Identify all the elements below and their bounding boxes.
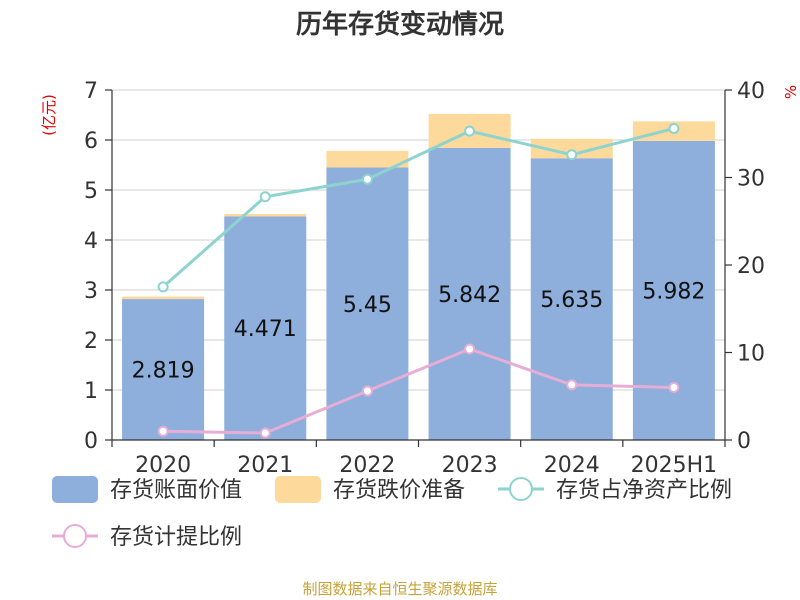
bar [530,138,613,159]
line-point [668,123,680,134]
right-tick-label: 30 [737,167,765,192]
x-tick-label: 2022 [339,453,395,478]
left-tick-label: 1 [84,379,98,404]
line-point [464,343,476,355]
bar [122,299,205,440]
bar-labels: 2.819 4.471 5.45 5.842 5.635 5.982 [132,279,706,383]
bar [224,216,307,440]
right-tick-label: 0 [737,429,751,454]
bar-value-label: 4.471 [234,317,297,342]
source-note: 制图数据来自恒生聚源数据库 [302,580,497,598]
right-tick-label: 10 [737,342,765,367]
left-axis-unit: (亿元) [40,94,58,136]
left-tick-label: 0 [84,429,98,454]
legend-label: 存货跌价准备 [333,478,465,503]
bar-value-label: 5.635 [540,288,603,313]
legend-label: 存货计提比例 [110,525,242,550]
line-point [259,427,271,439]
legend-swatch [52,476,98,503]
legend-label: 存货占净资产比例 [556,478,732,503]
chart-title: 历年存货变动情况 [296,9,504,40]
left-tick-label: 5 [84,179,98,204]
legend-label: 存货账面价值 [110,478,242,503]
bar-value-label: 5.982 [642,279,705,304]
legend-marker [63,524,87,548]
right-axis-unit: % [782,85,800,99]
left-tick-label: 3 [84,279,98,304]
line-point [361,173,373,185]
series-line [162,127,675,288]
bar-value-label: 5.45 [343,293,392,318]
right-tick-label: 40 [737,79,765,104]
line-point [361,385,373,397]
bars [122,113,715,440]
line-point [259,191,271,203]
bar-value-label: 2.819 [132,359,195,384]
left-tick-label: 7 [84,79,98,104]
legend-marker [509,477,533,501]
line-point [157,281,169,293]
line-point [157,425,169,437]
line-point [668,382,680,393]
series-line [163,347,674,435]
line-point [566,149,578,161]
legend-swatch [275,476,321,503]
lines [157,123,680,439]
bar [224,213,307,217]
x-tick-label: 2021 [237,453,293,478]
left-tick-label: 6 [84,129,98,154]
bar [428,147,511,440]
x-tick-label: 2020 [135,453,191,478]
bar-value-label: 5.842 [438,283,501,308]
line-point [566,379,578,391]
bar [122,296,205,300]
left-tick-label: 4 [84,229,98,254]
axes: 0 1 2 3 4 5 6 7 0 10 20 30 40 2020 2021 2022 2023 2024 202… [84,79,765,478]
x-tick-label: 2024 [544,453,600,478]
right-tick-label: 20 [737,254,765,279]
x-tick-label: 2023 [442,453,498,478]
line-point [464,125,476,137]
left-tick-label: 2 [84,329,98,354]
bar [326,151,409,168]
bar [530,158,613,440]
x-tick-label: 2025H1 [631,453,718,478]
